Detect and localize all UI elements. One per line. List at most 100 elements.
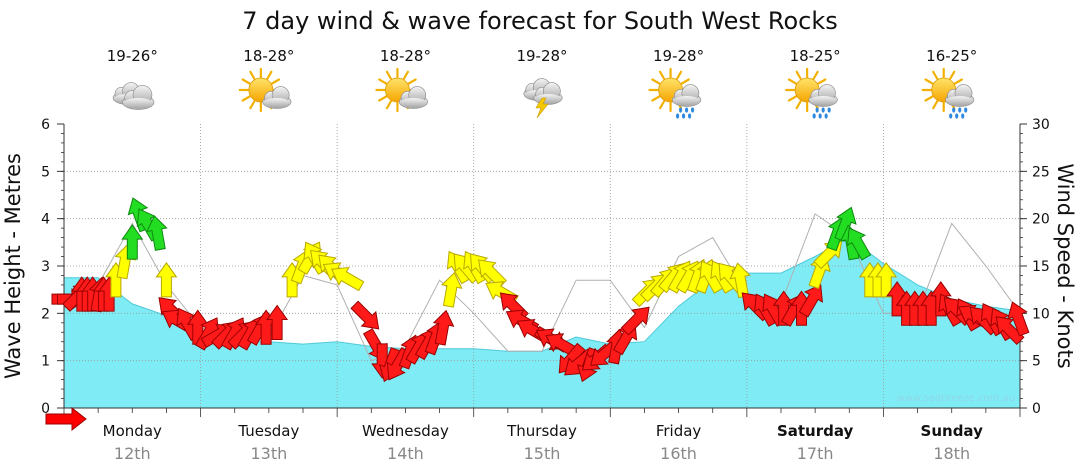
wind-arrow [1007,301,1030,337]
date-label: 14th [387,444,424,463]
sun-ray [249,100,256,110]
sun-ray [817,78,827,85]
lightning-bolt [535,97,549,119]
legend-arrow [45,406,87,432]
cloud-part [263,98,291,108]
sun-ray [812,70,819,80]
wind-arrow [798,284,823,318]
date-label: 18th [933,444,970,463]
y-left-tick-label: 0 [41,401,50,417]
sun-ray [953,78,964,85]
date-label: 13th [250,444,287,463]
y-left-tick-label: 6 [41,117,50,133]
sun-ray [378,95,388,102]
sun-rain-icon [921,67,975,119]
wind-arrow [440,271,463,308]
day-label: Thursday [506,422,577,440]
rain-drop [821,107,825,113]
sun-ray [924,95,934,102]
temperature-label: 16-25° [926,47,977,65]
chart-title: 7 day wind & wave forecast for South Wes… [242,7,838,35]
cloud-part [123,98,153,109]
y-right-tick-label: 10 [1032,306,1050,322]
y-axis-left-label: Wave Height - Metres [1,153,25,379]
wind-arrow [875,262,898,298]
wind-arrow [620,306,650,336]
sun-ray [651,78,661,85]
sun-cloud-icon [375,67,428,113]
y-left-tick-label: 1 [41,354,50,370]
weather-row: 19-26° 18-28° 18-28° 19-28° 19-28° 18-25° 16-2… [107,47,977,119]
y-right-tick-label: 30 [1032,117,1050,133]
rain-drop [958,107,962,113]
sun-ray [680,78,690,85]
day-label: Sunday [921,422,984,440]
wind-arrow [834,206,857,242]
sun-ray [241,78,251,85]
rain-drop [818,113,822,119]
y-left-tick-label: 5 [41,164,50,180]
rain-drop [952,107,956,113]
sun-ray [787,95,797,102]
cloud-part [400,98,427,108]
date-label: 12th [114,444,151,463]
sun-ray [924,78,934,85]
rain-drop [961,113,965,119]
temperature-label: 18-28° [243,47,294,65]
day-label: Tuesday [237,422,299,440]
sun-ray [402,70,410,80]
day-label: Friday [656,422,702,440]
wind-arrows [45,197,1030,432]
y-right-tick-label: 25 [1032,164,1050,180]
cloud-part [673,96,700,106]
rain-drop [684,107,689,113]
temperature-label: 18-28° [380,47,431,65]
wind-arrow [478,259,507,289]
wind-arrow [121,224,144,260]
y-axis-right-label: Wind Speed - Knots [1053,163,1077,368]
wind-arrow [995,316,1025,346]
area-layer [63,213,1021,409]
wind-arrow [146,215,168,251]
day-label: Monday [103,422,162,440]
temperature-label: 19-28° [516,47,567,65]
y-right-tick-label: 0 [1032,401,1041,417]
sun-cloud-icon [238,67,292,113]
sun-ray [795,70,802,80]
y-right-tick-label: 15 [1032,259,1050,275]
day-label: Saturday [777,422,854,440]
temperature-label: 18-25° [790,47,841,65]
sun-ray [266,70,273,80]
rain-drop [964,107,968,113]
rain-drop [827,107,831,113]
wind-arrow [846,227,872,261]
sun-ray [949,70,956,80]
sun-ray [651,95,661,102]
watermark: www.seabreeze.com.au [897,393,1015,404]
y-right-tick-label: 5 [1032,354,1041,370]
x-axis-labels: Monday 12th Tuesday 13th Wednesday 14th Thursd… [103,422,983,463]
rain-drop [815,107,819,113]
sun-ray [787,78,797,85]
wind-arrow [155,262,178,298]
rain-drop [955,113,959,119]
rain-drop [678,107,683,113]
cloud-part [534,94,562,104]
axes-layer: 0 1 2 3 4 5 6 0 5 10 15 20 25 30 [41,117,1050,417]
wind-arrow [350,300,380,330]
y-right-tick-label: 20 [1032,212,1050,228]
cloudy-icon [112,82,155,110]
sun-ray [271,78,281,85]
y-left-tick-label: 3 [41,259,50,275]
sun-ray [241,95,251,102]
wind-arrow [266,304,289,340]
sun-ray [407,78,417,85]
cloud-part [946,96,974,106]
sun-ray [795,100,802,110]
rain-drop [675,113,680,119]
rain-drop [690,107,695,113]
y-left-tick-label: 2 [41,306,50,322]
rain-drop [681,113,686,119]
date-label: 17th [797,444,834,463]
